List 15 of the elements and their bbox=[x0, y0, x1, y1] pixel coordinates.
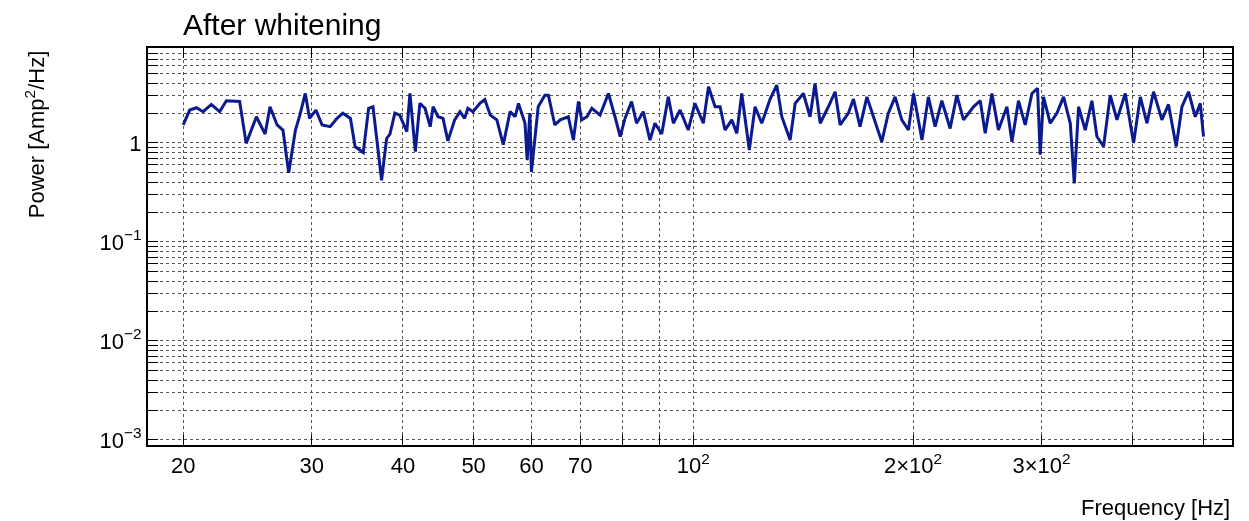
x-tick-label: 60 bbox=[519, 453, 544, 479]
y-tick-label: 10$^{−3}$ bbox=[99, 424, 142, 453]
x-tick-label: 50 bbox=[461, 453, 486, 479]
x-tick-label: 40 bbox=[390, 453, 416, 479]
x-axis-title: Frequency [Hz] bbox=[1081, 495, 1231, 520]
x-tick-label: 3×10$^{2}$ bbox=[1012, 450, 1071, 479]
x-tick-label: 2×10$^{2}$ bbox=[884, 450, 943, 479]
x-tick-label: 70 bbox=[568, 453, 593, 479]
chart-title: After whitening bbox=[183, 7, 382, 41]
x-tick-label: 10$^{2}$ bbox=[676, 450, 710, 479]
y-tick-label: 1 bbox=[129, 130, 142, 156]
x-tick-label: 20 bbox=[170, 453, 196, 479]
y-tick-label: 10$^{−2}$ bbox=[99, 325, 142, 354]
x-tick-label: 30 bbox=[299, 453, 324, 479]
y-tick-label: 10$^{−1}$ bbox=[99, 226, 142, 255]
